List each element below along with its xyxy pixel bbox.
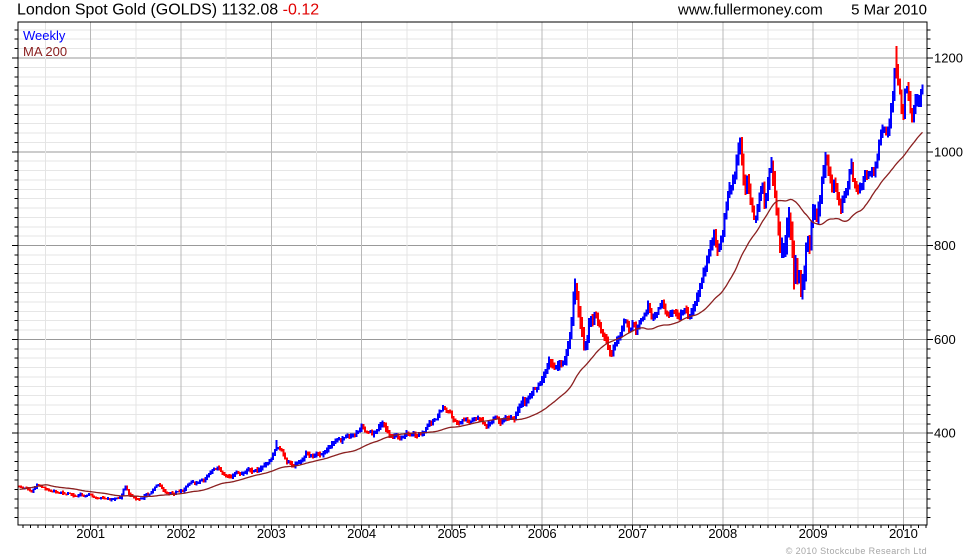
- svg-text:Weekly: Weekly: [23, 28, 66, 43]
- svg-text:2004: 2004: [347, 526, 376, 541]
- svg-text:2003: 2003: [257, 526, 286, 541]
- svg-text:1000: 1000: [934, 144, 963, 159]
- svg-text:2010: 2010: [889, 526, 918, 541]
- svg-text:400: 400: [934, 426, 956, 441]
- svg-text:800: 800: [934, 238, 956, 253]
- svg-text:London Spot Gold (GOLDS) 1132.: London Spot Gold (GOLDS) 1132.08 -0.12: [17, 2, 319, 19]
- svg-text:www.fullermoney.com: www.fullermoney.com: [677, 2, 823, 19]
- svg-text:2002: 2002: [167, 526, 196, 541]
- svg-text:2001: 2001: [76, 526, 105, 541]
- svg-text:2005: 2005: [437, 526, 466, 541]
- svg-text:2008: 2008: [708, 526, 737, 541]
- svg-text:MA 200: MA 200: [23, 44, 67, 59]
- svg-text:5 Mar 2010: 5 Mar 2010: [851, 2, 927, 19]
- svg-text:© 2010 Stockcube Research Ltd: © 2010 Stockcube Research Ltd: [786, 546, 927, 556]
- svg-text:2007: 2007: [618, 526, 647, 541]
- svg-text:600: 600: [934, 332, 956, 347]
- svg-text:1200: 1200: [934, 51, 963, 66]
- svg-text:2009: 2009: [799, 526, 828, 541]
- svg-text:2006: 2006: [528, 526, 557, 541]
